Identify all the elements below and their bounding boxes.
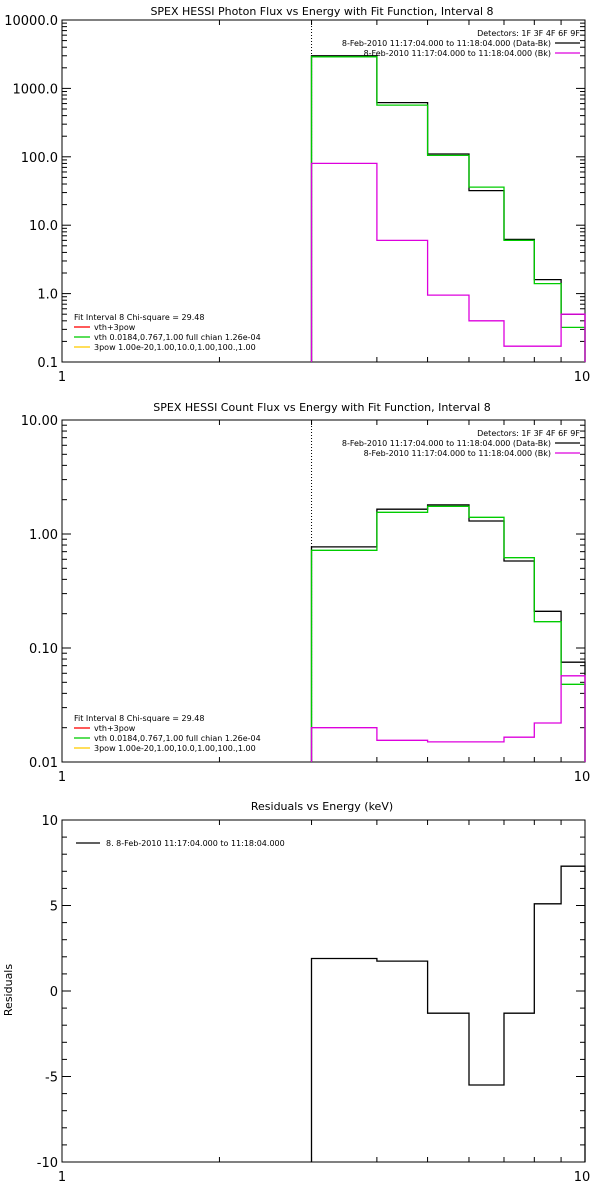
y-axis-label: Residuals	[2, 964, 15, 1016]
x-tick-label: 10	[574, 1170, 591, 1185]
plot-area	[310, 20, 586, 362]
y-axis: 0.01 0.10 1.00 10.00	[21, 414, 585, 771]
series-model-line	[310, 56, 586, 362]
x-tick-label: 10	[574, 370, 591, 385]
y-tick-label: 0.10	[29, 642, 58, 657]
y-tick-label: -10	[37, 1156, 58, 1171]
legend-entry-label: 8-Feb-2010 11:17:04.000 to 11:18:04.000 …	[342, 39, 551, 48]
legend-header: Fit Interval 8 Chi-square = 29.48	[74, 714, 204, 723]
count-flux-panel: SPEX HESSI Count Flux vs Energy with Fit…	[21, 401, 590, 785]
series-residuals-line	[310, 865, 586, 1162]
x-axis: 1 10	[58, 20, 590, 385]
y-tick-label: 100.0	[21, 151, 58, 166]
legend-header: Detectors: 1F 3F 4F 6F 9F	[477, 429, 580, 438]
legend-entry-label: vth+3pow	[94, 323, 136, 332]
y-tick-label: 0.01	[29, 756, 58, 771]
photon-flux-panel: SPEX HESSI Photon Flux vs Energy with Fi…	[4, 5, 590, 385]
legend-entry-label: 8-Feb-2010 11:17:04.000 to 11:18:04.000 …	[364, 449, 551, 458]
chart-title: SPEX HESSI Photon Flux vs Energy with Fi…	[150, 5, 493, 18]
series-data-line	[310, 55, 586, 362]
legend-entry-label: 8-Feb-2010 11:17:04.000 to 11:18:04.000 …	[364, 49, 551, 58]
series-background-line	[310, 162, 586, 362]
x-axis: 1 10	[58, 420, 590, 785]
legend-header: Fit Interval 8 Chi-square = 29.48	[74, 313, 204, 322]
y-tick-label: 0	[50, 985, 58, 1000]
y-axis: 0.1 1.0 10.0 100.0 1000.0 10000.0	[4, 14, 585, 371]
legend-entry-label: vth 0.0184,0.767,1.00 full chian 1.26e-0…	[94, 333, 261, 342]
x-tick-label: 1	[58, 770, 66, 785]
x-tick-label: 1	[58, 370, 66, 385]
y-tick-label: 10.00	[21, 414, 58, 429]
y-tick-label: -5	[45, 1071, 58, 1086]
plot-frame	[61, 419, 586, 763]
legend-entry-label: 3pow 1.00e-20,1.00,10.0,1.00,100.,1.00	[94, 744, 256, 753]
detectors-legend: Detectors: 1F 3F 4F 6F 9F 8-Feb-2010 11:…	[342, 29, 581, 58]
y-tick-label: 1000.0	[13, 82, 59, 97]
y-tick-label: 10.0	[29, 219, 58, 234]
residuals-legend: 8. 8-Feb-2010 11:17:04.000 to 11:18:04.0…	[76, 839, 285, 848]
legend-entry-label: vth+3pow	[94, 724, 136, 733]
plot-frame	[61, 19, 586, 363]
series-model-line	[310, 505, 586, 762]
y-tick-label: 1.00	[29, 528, 58, 543]
y-tick-label: 0.1	[37, 356, 58, 371]
y-tick-label: 10	[41, 814, 58, 829]
legend-entry-label: 3pow 1.00e-20,1.00,10.0,1.00,100.,1.00	[94, 343, 256, 352]
legend-entry-label: vth 0.0184,0.767,1.00 full chian 1.26e-0…	[94, 734, 261, 743]
plot-frame	[61, 819, 586, 1163]
chart-title: SPEX HESSI Count Flux vs Energy with Fit…	[153, 401, 490, 414]
plot-area	[310, 865, 586, 1162]
x-tick-label: 1	[58, 1170, 66, 1185]
detectors-legend: Detectors: 1F 3F 4F 6F 9F 8-Feb-2010 11:…	[342, 429, 581, 458]
chart-title: Residuals vs Energy (keV)	[251, 800, 393, 813]
x-axis: 1 10	[58, 820, 590, 1185]
y-axis: -10 -5 0 5 10	[37, 814, 585, 1171]
y-tick-label: 1.0	[37, 288, 58, 303]
fit-legend: Fit Interval 8 Chi-square = 29.48 vth+3p…	[74, 714, 261, 753]
plot-area	[310, 420, 586, 762]
legend-header: Detectors: 1F 3F 4F 6F 9F	[477, 29, 580, 38]
legend-entry-label: 8-Feb-2010 11:17:04.000 to 11:18:04.000 …	[342, 439, 551, 448]
fit-legend: Fit Interval 8 Chi-square = 29.48 vth+3p…	[74, 313, 261, 352]
y-tick-label: 10000.0	[4, 14, 58, 29]
legend-entry-label: 8. 8-Feb-2010 11:17:04.000 to 11:18:04.0…	[106, 839, 285, 848]
series-background-line	[310, 675, 586, 762]
residuals-panel: Residuals vs Energy (keV) Residuals -10-…	[2, 800, 590, 1185]
y-tick-label: 5	[50, 900, 58, 915]
x-tick-label: 10	[574, 770, 591, 785]
